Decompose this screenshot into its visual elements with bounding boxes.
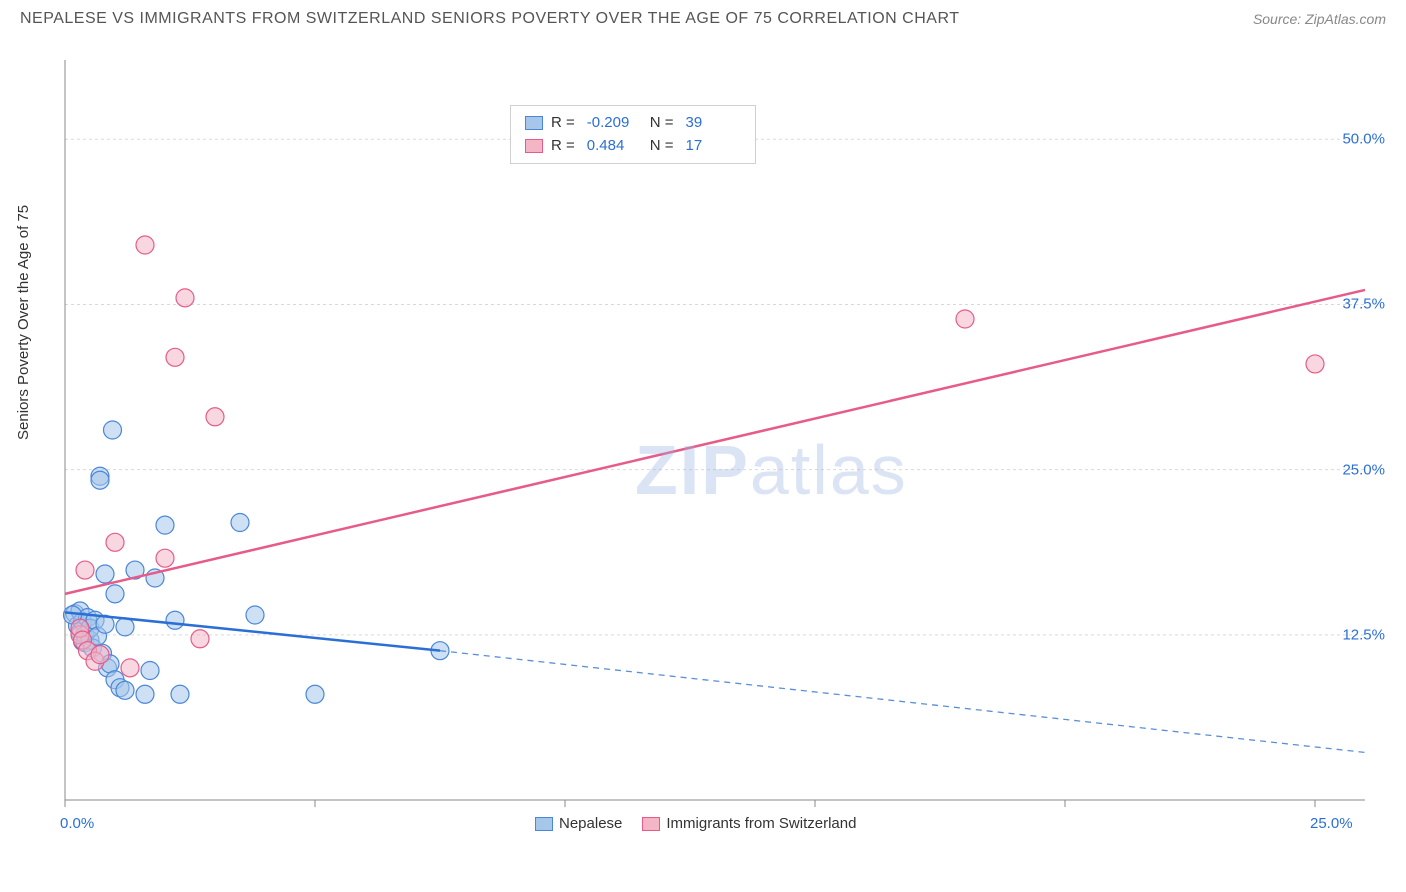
legend-label-swiss: Immigrants from Switzerland [666, 815, 856, 832]
source-attribution: Source: ZipAtlas.com [1253, 11, 1386, 27]
r-label: R = [551, 135, 575, 158]
legend-item-swiss: Immigrants from Switzerland [642, 815, 856, 832]
n-label: N = [650, 112, 674, 135]
legend-color-box-nepalese [525, 116, 543, 130]
y-tick-label: 25.0% [1342, 461, 1385, 478]
n-label: N = [650, 135, 674, 158]
r-label: R = [551, 112, 575, 135]
n-value-nepalese: 39 [686, 112, 741, 135]
scatter-chart [55, 50, 1385, 830]
chart-title: NEPALESE VS IMMIGRANTS FROM SWITZERLAND … [20, 10, 960, 28]
y-tick-label: 50.0% [1342, 131, 1385, 148]
legend-swatch-swiss [642, 817, 660, 831]
y-tick-label: 12.5% [1342, 626, 1385, 643]
legend-label-nepalese: Nepalese [559, 815, 622, 832]
legend-swatch-nepalese [535, 817, 553, 831]
stat-row-nepalese: R = -0.209 N = 39 [525, 112, 741, 135]
n-value-swiss: 17 [686, 135, 741, 158]
r-value-swiss: 0.484 [587, 135, 642, 158]
stat-row-swiss: R = 0.484 N = 17 [525, 135, 741, 158]
chart-container: R = -0.209 N = 39 R = 0.484 N = 17 ZIPat… [55, 50, 1385, 830]
y-axis-label: Seniors Poverty Over the Age of 75 [15, 205, 32, 440]
r-value-nepalese: -0.209 [587, 112, 642, 135]
y-tick-label: 37.5% [1342, 296, 1385, 313]
series-legend: Nepalese Immigrants from Switzerland [535, 815, 856, 832]
legend-color-box-swiss [525, 139, 543, 153]
legend-item-nepalese: Nepalese [535, 815, 622, 832]
x-tick-label: 25.0% [1310, 815, 1353, 832]
correlation-stats-legend: R = -0.209 N = 39 R = 0.484 N = 17 [510, 105, 756, 164]
x-tick-label: 0.0% [60, 815, 94, 832]
